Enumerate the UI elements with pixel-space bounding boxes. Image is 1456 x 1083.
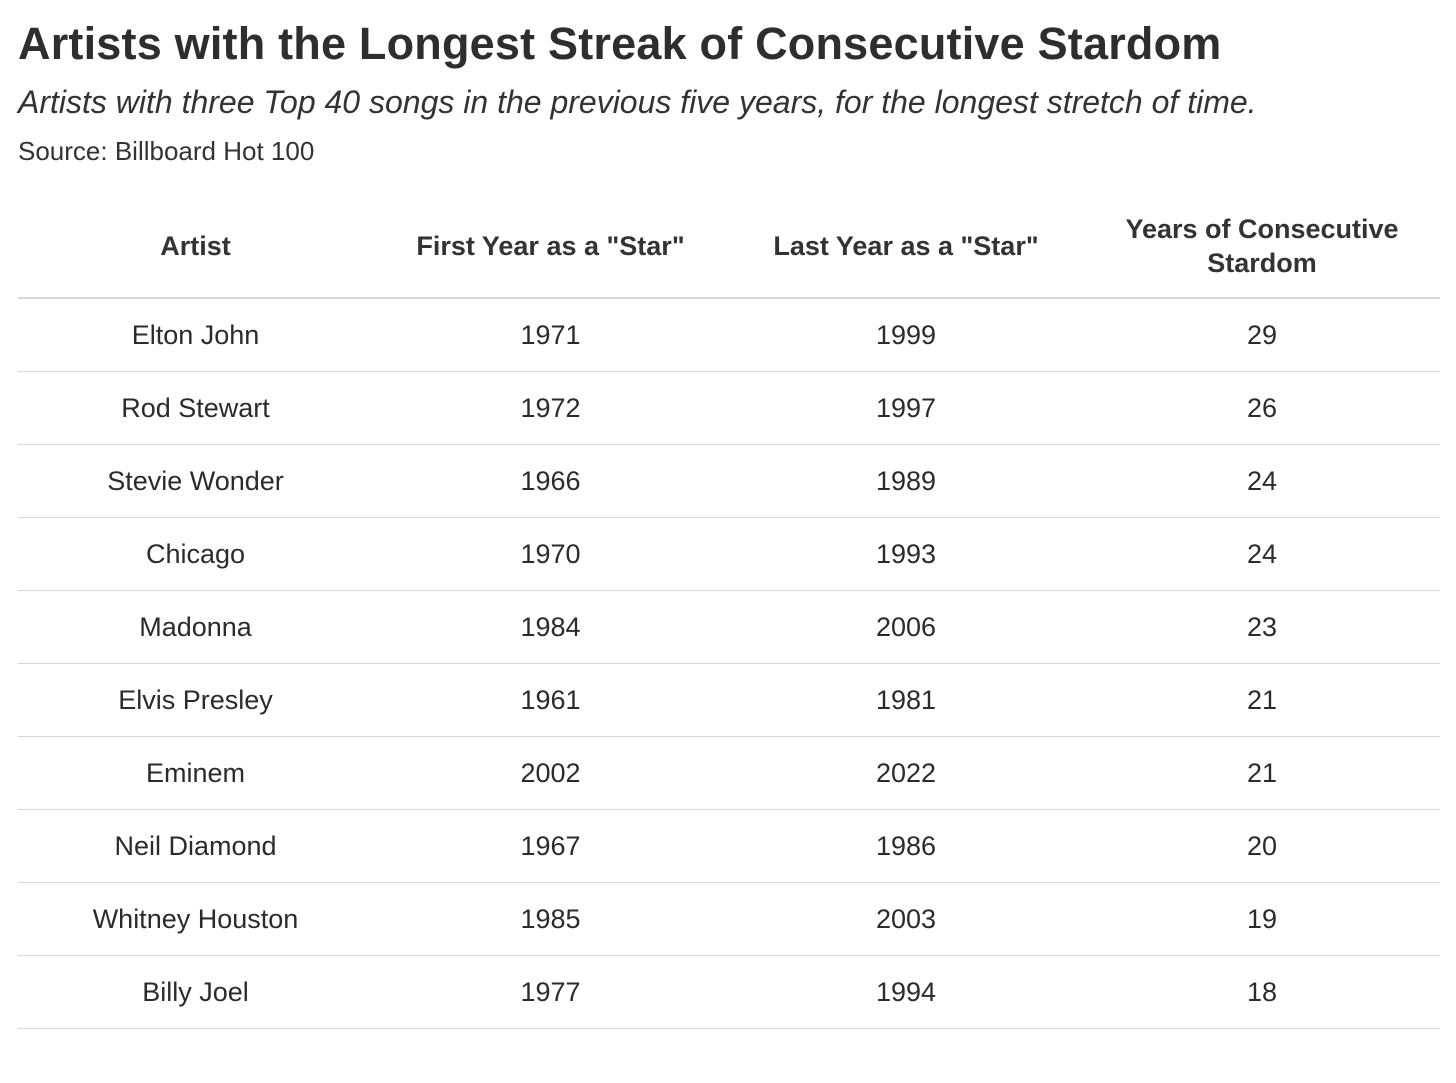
page-subtitle: Artists with three Top 40 songs in the p… — [18, 84, 1257, 120]
cell-last-year: 1997 — [728, 371, 1084, 445]
cell-last-year: 1994 — [728, 955, 1084, 1029]
table-row: Billy Joel 1977 1994 18 — [18, 955, 1440, 1029]
cell-first-year: 1972 — [373, 371, 728, 445]
cell-artist: Elton John — [18, 298, 373, 372]
cell-first-year: 1967 — [373, 809, 728, 883]
cell-first-year: 1961 — [373, 663, 728, 737]
cell-years-stardom: 23 — [1084, 590, 1440, 664]
cell-first-year: 1985 — [373, 882, 728, 956]
cell-last-year: 1989 — [728, 444, 1084, 518]
cell-years-stardom: 20 — [1084, 809, 1440, 883]
table-row: Neil Diamond 1967 1986 20 — [18, 809, 1440, 883]
cell-artist: Elvis Presley — [18, 663, 373, 737]
cell-first-year: 2002 — [373, 736, 728, 810]
cell-artist: Chicago — [18, 517, 373, 591]
stardom-table: Artist First Year as a "Star" Last Year … — [18, 195, 1440, 1029]
cell-years-stardom: 19 — [1084, 882, 1440, 956]
table-row: Elton John 1971 1999 29 — [18, 298, 1440, 372]
cell-artist: Rod Stewart — [18, 371, 373, 445]
table-row: Whitney Houston 1985 2003 19 — [18, 882, 1440, 956]
cell-years-stardom: 24 — [1084, 444, 1440, 518]
cell-last-year: 2006 — [728, 590, 1084, 664]
column-header-last-year: Last Year as a "Star" — [728, 195, 1084, 299]
column-header-artist: Artist — [18, 195, 373, 299]
cell-first-year: 1970 — [373, 517, 728, 591]
cell-first-year: 1971 — [373, 298, 728, 372]
table-row: Chicago 1970 1993 24 — [18, 517, 1440, 591]
cell-last-year: 2003 — [728, 882, 1084, 956]
table-row: Eminem 2002 2022 21 — [18, 736, 1440, 810]
table-header-row: Artist First Year as a "Star" Last Year … — [18, 195, 1440, 299]
cell-last-year: 1981 — [728, 663, 1084, 737]
page-title: Artists with the Longest Streak of Conse… — [18, 18, 1222, 69]
cell-artist: Madonna — [18, 590, 373, 664]
cell-artist: Neil Diamond — [18, 809, 373, 883]
cell-last-year: 1999 — [728, 298, 1084, 372]
source-note: Source: Billboard Hot 100 — [18, 136, 315, 166]
table-row: Madonna 1984 2006 23 — [18, 590, 1440, 664]
cell-last-year: 1993 — [728, 517, 1084, 591]
cell-artist: Billy Joel — [18, 955, 373, 1029]
cell-first-year: 1984 — [373, 590, 728, 664]
column-header-first-year: First Year as a "Star" — [373, 195, 728, 299]
table-row: Rod Stewart 1972 1997 26 — [18, 371, 1440, 445]
cell-first-year: 1977 — [373, 955, 728, 1029]
cell-first-year: 1966 — [373, 444, 728, 518]
table-row: Stevie Wonder 1966 1989 24 — [18, 444, 1440, 518]
cell-years-stardom: 29 — [1084, 298, 1440, 372]
cell-artist: Stevie Wonder — [18, 444, 373, 518]
cell-years-stardom: 18 — [1084, 955, 1440, 1029]
table-row: Elvis Presley 1961 1981 21 — [18, 663, 1440, 737]
cell-years-stardom: 24 — [1084, 517, 1440, 591]
cell-last-year: 1986 — [728, 809, 1084, 883]
cell-years-stardom: 21 — [1084, 663, 1440, 737]
cell-artist: Whitney Houston — [18, 882, 373, 956]
cell-last-year: 2022 — [728, 736, 1084, 810]
cell-artist: Eminem — [18, 736, 373, 810]
cell-years-stardom: 21 — [1084, 736, 1440, 810]
column-header-years-stardom: Years of Consecutive Stardom — [1084, 195, 1440, 299]
cell-years-stardom: 26 — [1084, 371, 1440, 445]
